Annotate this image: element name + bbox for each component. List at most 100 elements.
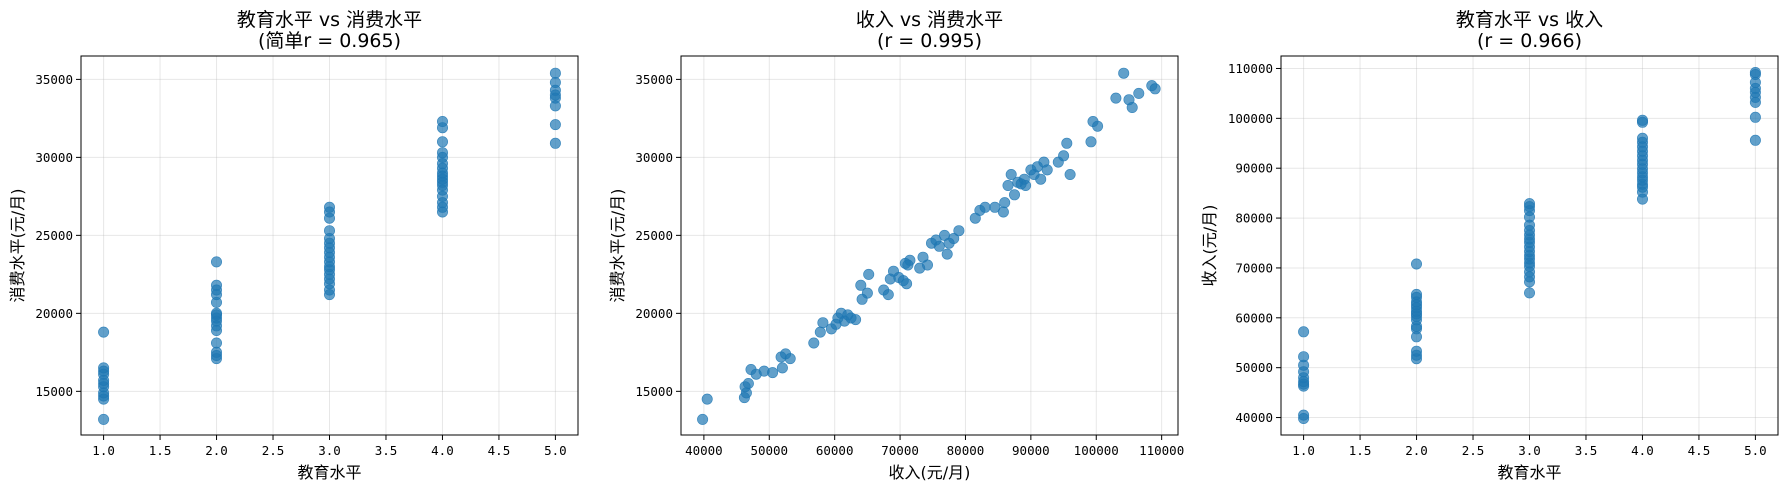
- plot-frame: [680, 55, 1179, 436]
- data-point: [1637, 132, 1649, 144]
- data-point: [1008, 189, 1020, 201]
- chart-subtitle: (简单r = 0.965): [258, 30, 401, 52]
- data-point: [98, 326, 110, 338]
- x-tick-label: 1.0: [92, 443, 115, 458]
- data-point: [1005, 169, 1017, 181]
- data-point: [855, 279, 867, 291]
- x-tick-label: 3.5: [1575, 443, 1598, 458]
- data-point: [211, 279, 223, 291]
- x-tick-label: 70000: [881, 443, 919, 458]
- data-point: [784, 353, 796, 365]
- data-point: [817, 317, 829, 329]
- chart-3: 1.0 1.5 2.0 2.5 3.0 3.5 4.0 4.5 5.0 40000 50000 600…: [1200, 9, 1779, 482]
- data-point: [323, 225, 335, 237]
- data-point: [921, 259, 933, 271]
- y-tick-label: 20000: [35, 306, 73, 321]
- data-point: [814, 326, 826, 338]
- y-axis-label: 收入(元/月): [1200, 205, 1219, 287]
- x-tick-label: 4.5: [488, 443, 511, 458]
- x-tick-label: 1.5: [1349, 443, 1372, 458]
- chart-2: 40000 50000 60000 70000 80000 90000 100000 1100…: [608, 9, 1184, 482]
- x-tick-label: 2.5: [1462, 443, 1485, 458]
- data-point: [323, 201, 335, 213]
- data-point: [98, 413, 110, 425]
- chart-title: 教育水平 vs 消费水平: [237, 9, 422, 31]
- y-tick-label: 30000: [635, 150, 673, 165]
- data-point: [1411, 288, 1423, 300]
- x-tick-label: 3.0: [318, 443, 341, 458]
- data-point: [850, 314, 862, 326]
- data-point: [549, 67, 561, 79]
- y-tick-label: 20000: [635, 306, 673, 321]
- chart-1: 1.0 1.5 2.0 2.5 3.0 3.5 4.0 4.5 5.0 15000 20000 250…: [8, 9, 579, 482]
- data-point: [1637, 114, 1649, 126]
- data-point: [979, 201, 991, 213]
- data-point: [1749, 67, 1761, 79]
- x-axis-label: 收入(元/月): [889, 463, 971, 482]
- data-point: [1126, 102, 1138, 114]
- data-point: [1749, 111, 1761, 123]
- data-point: [948, 233, 960, 245]
- data-point: [999, 197, 1011, 209]
- data-point: [1298, 409, 1310, 421]
- x-tick-label: 3.5: [375, 443, 398, 458]
- data-point: [1149, 83, 1161, 95]
- data-point: [953, 225, 965, 237]
- data-point: [436, 116, 448, 128]
- data-point: [1058, 150, 1070, 162]
- data-point: [1298, 326, 1310, 338]
- data-point: [742, 377, 754, 389]
- y-tick-label: 25000: [635, 228, 673, 243]
- data-point: [549, 137, 561, 149]
- x-tick-label: 5.0: [1744, 443, 1767, 458]
- data-point: [98, 362, 110, 374]
- y-tick-label: 25000: [35, 228, 73, 243]
- y-tick-label: 80000: [1235, 211, 1273, 226]
- y-tick-label: 50000: [1235, 360, 1273, 375]
- data-point: [1524, 287, 1536, 299]
- data-point: [211, 307, 223, 319]
- data-point: [1064, 169, 1076, 181]
- x-tick-label: 1.0: [1292, 443, 1315, 458]
- x-tick-label: 4.0: [1631, 443, 1654, 458]
- data-point: [941, 248, 953, 260]
- chart-subtitle: (r = 0.966): [1477, 30, 1582, 52]
- y-tick-label: 100000: [1228, 111, 1273, 126]
- x-tick-label: 1.5: [149, 443, 172, 458]
- data-point: [863, 268, 875, 280]
- x-tick-label: 110000: [1139, 443, 1184, 458]
- x-tick-label: 60000: [816, 443, 854, 458]
- data-point: [776, 362, 788, 374]
- x-tick-label: 2.0: [205, 443, 228, 458]
- y-tick-label: 35000: [635, 72, 673, 87]
- data-point: [1298, 351, 1310, 363]
- x-tick-label: 2.5: [262, 443, 285, 458]
- data-point: [1092, 120, 1104, 132]
- x-axis-label: 教育水平: [297, 463, 361, 482]
- chart-title: 收入 vs 消费水平: [856, 9, 1003, 31]
- data-point: [549, 77, 561, 89]
- x-tick-label: 2.0: [1405, 443, 1428, 458]
- y-tick-label: 90000: [1235, 161, 1273, 176]
- data-point: [1085, 136, 1097, 148]
- data-point: [989, 201, 1001, 213]
- x-tick-label: 5.0: [544, 443, 567, 458]
- data-point: [1020, 180, 1032, 192]
- data-point: [1411, 258, 1423, 270]
- data-point: [211, 337, 223, 349]
- x-tick-label: 4.5: [1688, 443, 1711, 458]
- x-tick-label: 50000: [750, 443, 788, 458]
- y-tick-label: 15000: [35, 384, 73, 399]
- chart-subtitle: (r = 0.995): [877, 30, 982, 52]
- data-point: [1035, 173, 1047, 185]
- data-point: [882, 289, 894, 301]
- x-tick-label: 100000: [1074, 443, 1119, 458]
- data-point: [767, 367, 779, 379]
- data-point: [697, 413, 709, 425]
- x-tick-label: 90000: [1012, 443, 1050, 458]
- x-tick-label: 40000: [685, 443, 723, 458]
- x-axis-label: 教育水平: [1497, 463, 1561, 482]
- y-tick-label: 15000: [635, 384, 673, 399]
